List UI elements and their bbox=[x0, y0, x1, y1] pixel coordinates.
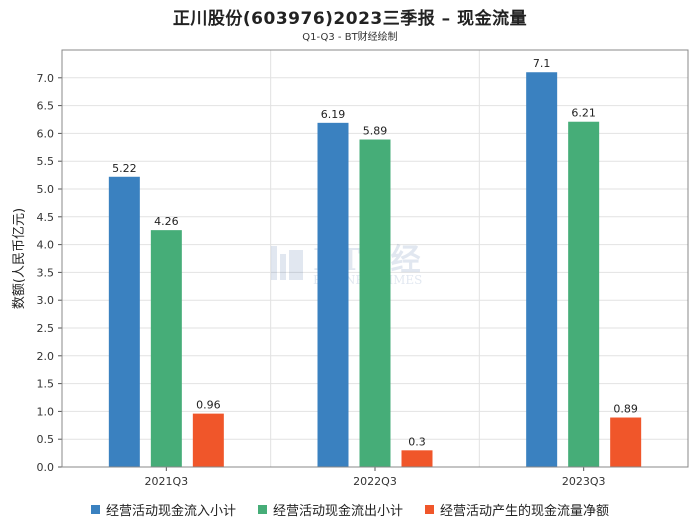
y-tick-label: 4.0 bbox=[37, 239, 55, 252]
legend-swatch bbox=[257, 505, 267, 514]
bar-value-label: 5.89 bbox=[363, 125, 388, 138]
y-tick-label: 2.5 bbox=[37, 322, 55, 335]
bar-value-label: 6.19 bbox=[321, 108, 346, 121]
chart-title: 正川股份(603976)2023三季报 – 现金流量 bbox=[172, 9, 528, 29]
y-tick-label: 5.0 bbox=[37, 183, 55, 196]
bar bbox=[192, 413, 224, 467]
y-tick-label: 6.5 bbox=[37, 100, 55, 113]
y-tick-label: 2.0 bbox=[37, 350, 55, 363]
bar bbox=[317, 122, 349, 467]
legend: 经营活动现金流入小计 经营活动现金流出小计 经营活动产生的现金流量净额 bbox=[0, 500, 700, 519]
legend-item: 经营活动现金流出小计 bbox=[257, 500, 403, 519]
y-tick-label: 3.5 bbox=[37, 266, 55, 279]
y-tick-label: 3.0 bbox=[37, 294, 55, 307]
y-tick-label: 1.0 bbox=[37, 405, 55, 418]
bar-value-label: 5.22 bbox=[112, 162, 137, 175]
legend-swatch bbox=[425, 505, 434, 514]
y-tick-label: 7.0 bbox=[37, 72, 55, 85]
x-tick-label: 2022Q3 bbox=[353, 475, 397, 488]
y-tick-label: 6.0 bbox=[37, 127, 55, 140]
bar bbox=[610, 417, 642, 467]
y-axis-label: 数额(人民币亿元) bbox=[12, 208, 27, 309]
bar-value-label: 6.21 bbox=[571, 107, 596, 120]
y-tick-label: 0.5 bbox=[37, 433, 55, 446]
legend-label: 经营活动产生的现金流量净额 bbox=[440, 504, 610, 519]
y-tick-label: 1.5 bbox=[37, 378, 55, 391]
bar bbox=[108, 176, 140, 467]
legend-item: 经营活动产生的现金流量净额 bbox=[425, 500, 609, 519]
bar-value-label: 0.3 bbox=[408, 435, 426, 448]
x-tick-label: 2021Q3 bbox=[145, 475, 189, 488]
bar bbox=[526, 72, 558, 468]
y-tick-label: 0.0 bbox=[37, 461, 55, 474]
y-tick-label: 4.5 bbox=[37, 211, 55, 224]
bar-value-label: 0.96 bbox=[196, 399, 221, 412]
bar bbox=[150, 230, 182, 467]
x-tick-label: 2023Q3 bbox=[562, 475, 606, 488]
bar-value-label: 4.26 bbox=[154, 215, 179, 228]
bar bbox=[401, 450, 433, 467]
legend-label: 经营活动现金流出小计 bbox=[272, 504, 403, 519]
bar bbox=[568, 121, 600, 467]
chart-subtitle: Q1-Q3 - BT财经绘制 bbox=[302, 32, 398, 43]
bar-value-label: 7.1 bbox=[533, 57, 551, 70]
legend-item: 经营活动现金流入小计 bbox=[90, 500, 236, 519]
plot-frame bbox=[61, 49, 689, 468]
legend-swatch bbox=[90, 505, 100, 514]
bar bbox=[359, 139, 391, 468]
bar-value-label: 0.89 bbox=[613, 403, 638, 416]
legend-label: 经营活动现金流入小计 bbox=[105, 504, 236, 519]
y-tick-label: 5.5 bbox=[37, 155, 55, 168]
